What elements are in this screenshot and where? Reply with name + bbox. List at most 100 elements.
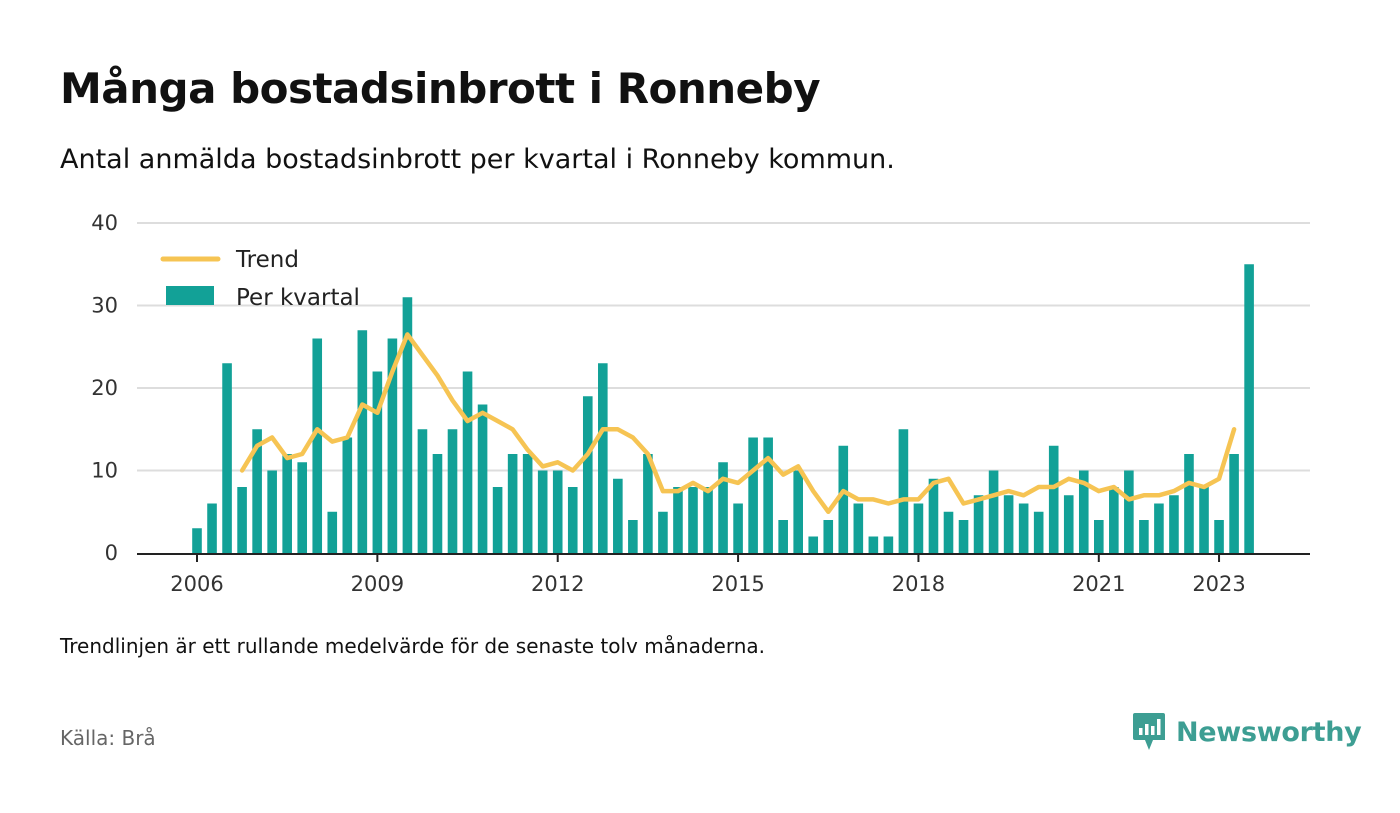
bar	[943, 511, 954, 553]
bar	[658, 511, 668, 553]
bar	[958, 520, 969, 553]
chart-title: Många bostadsinbrott i Ronneby	[60, 64, 821, 113]
bar	[447, 429, 458, 553]
chart-subtitle: Antal anmälda bostadsinbrott per kvartal…	[60, 144, 895, 175]
bar	[598, 363, 608, 553]
y-tick-label: 40	[91, 211, 118, 235]
bar	[237, 487, 247, 553]
y-tick-label: 10	[91, 459, 118, 483]
bar	[823, 520, 834, 553]
bar	[763, 437, 773, 553]
bar	[282, 454, 292, 553]
bar	[522, 454, 533, 553]
bar	[1184, 454, 1194, 553]
x-tick-label: 2006	[170, 572, 223, 596]
x-tick-label: 2015	[711, 572, 764, 596]
bar	[643, 454, 653, 553]
bar	[1018, 503, 1029, 553]
bar-line-chart: 0 10 20 30 40 2006 2009 2012 2015 2018 2021 2023 T…	[91, 211, 1310, 596]
bar	[1094, 520, 1104, 553]
bar	[507, 454, 518, 553]
bar	[913, 503, 924, 553]
bar	[462, 371, 473, 553]
x-tick-label: 2021	[1072, 572, 1125, 596]
bar	[1169, 495, 1179, 553]
bar	[673, 487, 683, 553]
bar	[207, 503, 217, 553]
bar	[387, 338, 398, 553]
bar	[988, 470, 999, 553]
bar	[1214, 520, 1224, 553]
legend-bar-label: Per kvartal	[236, 285, 360, 311]
bar	[808, 536, 819, 553]
chart-legend: Trend Per kvartal	[160, 247, 360, 311]
bar	[582, 396, 593, 553]
bar	[718, 462, 728, 553]
bar	[973, 495, 984, 553]
bar	[312, 338, 323, 553]
bar-series	[192, 264, 1254, 553]
bar	[883, 536, 894, 553]
bar	[928, 478, 939, 553]
newsworthy-logo[interactable]: Newsworthy	[1132, 712, 1362, 752]
bar	[252, 429, 262, 553]
bar	[432, 454, 443, 553]
x-tick-label: 2023	[1192, 572, 1245, 596]
bar	[357, 330, 368, 553]
bar	[567, 487, 578, 553]
bar	[688, 487, 698, 553]
bar	[372, 371, 383, 553]
newsworthy-logo-icon	[1133, 713, 1165, 750]
bar	[492, 487, 503, 553]
bar	[327, 511, 338, 553]
bar	[748, 437, 758, 553]
bar	[297, 462, 308, 553]
bar	[1109, 487, 1119, 553]
source-text: Källa: Brå	[60, 726, 156, 750]
bar	[1048, 445, 1059, 553]
bar	[628, 520, 638, 553]
bar	[1199, 487, 1209, 553]
bar	[1229, 454, 1239, 553]
x-tick-label: 2018	[892, 572, 945, 596]
bar	[793, 470, 803, 553]
bar	[703, 487, 713, 553]
trend-series	[239, 332, 1237, 515]
bar	[868, 536, 879, 553]
bar	[733, 503, 743, 553]
x-axis-ticks: 2006 2009 2012 2015 2018 2021 2023	[170, 554, 1246, 596]
bar	[417, 429, 428, 553]
bar	[477, 404, 488, 553]
bar	[267, 470, 277, 553]
legend-bar-swatch	[166, 286, 214, 305]
bar	[1139, 520, 1149, 553]
bar	[1063, 495, 1074, 553]
bar	[1033, 511, 1044, 553]
bar	[402, 297, 413, 553]
footnote: Trendlinjen är ett rullande medelvärde f…	[60, 634, 766, 658]
x-tick-label: 2009	[351, 572, 404, 596]
y-axis-ticks: 0 10 20 30 40	[91, 211, 118, 565]
bar	[537, 470, 548, 553]
bar	[342, 437, 353, 553]
bar	[838, 445, 849, 553]
bar	[1154, 503, 1164, 553]
bar	[1003, 495, 1014, 553]
bar	[1244, 264, 1254, 553]
brand-name: Newsworthy	[1176, 716, 1362, 748]
x-tick-label: 2012	[531, 572, 584, 596]
y-tick-label: 30	[91, 294, 118, 318]
bar	[853, 503, 864, 553]
y-tick-label: 20	[91, 376, 118, 400]
bar	[552, 470, 563, 553]
bar	[222, 363, 232, 553]
y-tick-label: 0	[105, 541, 118, 565]
bar	[192, 528, 202, 553]
bar	[1124, 470, 1134, 553]
bar	[1078, 470, 1089, 553]
bar	[613, 478, 623, 553]
bar	[778, 520, 788, 553]
legend-trend-label: Trend	[235, 247, 299, 273]
bar	[898, 429, 909, 553]
trend-line	[239, 332, 1237, 515]
